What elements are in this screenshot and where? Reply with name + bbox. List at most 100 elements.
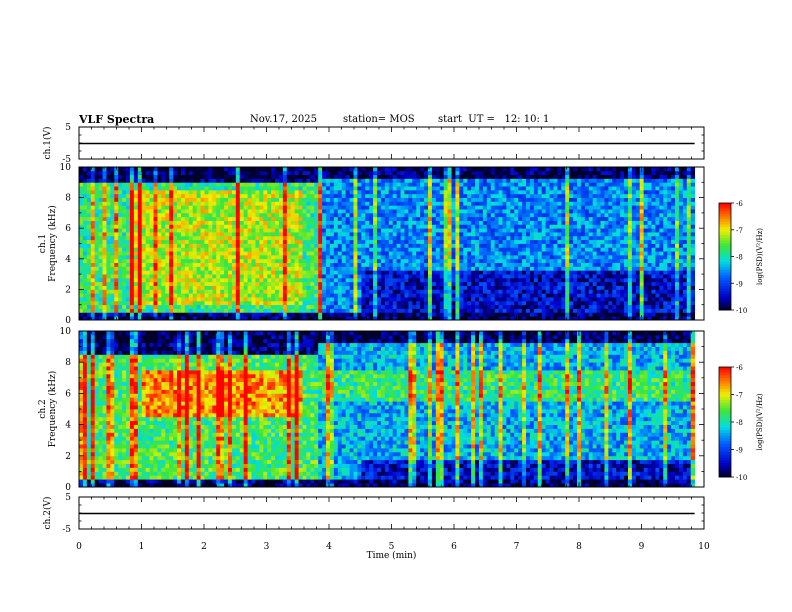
spectrogram-cell [478, 174, 484, 179]
spectrogram-cell [467, 228, 472, 233]
spectrogram-cell [129, 247, 135, 252]
spectrogram-ch1-spectrogram [79, 167, 704, 321]
spectrogram-cell [90, 239, 96, 244]
spectrogram-cell [145, 186, 150, 191]
spectrogram-cell [314, 216, 319, 221]
spectrogram-cell [177, 209, 182, 214]
spectrogram-cell [424, 266, 429, 271]
spectrogram-cell [533, 293, 539, 298]
spectrogram-cell [388, 258, 394, 264]
spectrogram-cell [228, 167, 233, 172]
spectrogram-cell [192, 209, 198, 214]
spectrogram-cell [86, 254, 92, 260]
spectrogram-cell [431, 277, 437, 283]
spectrogram-cell [369, 224, 374, 229]
spectrogram-cell [282, 312, 288, 317]
spectrogram-cell [235, 297, 241, 302]
spectrogram-cell [180, 289, 186, 294]
spectrogram-cell [153, 251, 158, 256]
spectrogram-cell [318, 243, 323, 248]
spectrogram-cell [180, 212, 186, 218]
spectrogram-cell [420, 232, 425, 237]
spectrogram-cell [114, 220, 119, 225]
spectrogram-cell [396, 293, 401, 298]
spectrogram-cell [212, 205, 217, 210]
spectrogram-cell [404, 308, 409, 313]
spectrogram-cell [365, 304, 370, 309]
spectrogram-cell [82, 297, 88, 302]
spectrogram-cell [220, 178, 225, 183]
spectrogram-cell [467, 174, 472, 179]
spectrogram-cell [510, 193, 515, 198]
spectrogram-cell [498, 285, 503, 290]
spectrogram-cell [463, 174, 468, 179]
spectrogram-cell [424, 258, 429, 264]
spectrogram-cell [373, 209, 378, 214]
spectrogram-cell [424, 285, 429, 290]
spectrogram-cell [247, 243, 252, 248]
spectrogram-cell [94, 170, 100, 176]
spectrogram-cell [471, 277, 476, 283]
spectrogram-cell [224, 220, 229, 225]
spectrogram-cell [79, 285, 84, 290]
spectrogram-cell [506, 270, 511, 275]
spectrogram-cell [478, 167, 484, 172]
spectrogram-cell [263, 243, 268, 248]
spectrogram-cell [486, 247, 492, 252]
spectrogram-cell [110, 304, 115, 309]
spectrogram-cell [200, 197, 205, 202]
spectrogram-cell [177, 216, 182, 221]
spectrogram-cell [153, 228, 158, 233]
spectrogram-cell [204, 170, 209, 176]
spectrogram-cell [471, 312, 476, 317]
spectrogram-cell [271, 254, 276, 260]
spectrogram-cell [471, 174, 476, 179]
spectrogram-cell [439, 274, 445, 279]
spectrogram-cell [388, 186, 394, 191]
spectrogram-cell [118, 285, 123, 290]
spectrogram-cell [255, 193, 260, 198]
spectrogram-cell [306, 167, 311, 172]
spectrogram-cell [404, 293, 409, 298]
spectrogram-cell [243, 254, 249, 260]
spectrogram-cell [388, 170, 394, 176]
spectrogram-cell [114, 289, 119, 294]
spectrogram-cell [333, 297, 339, 302]
spectrogram-cell [314, 186, 319, 191]
spectrogram-cell [373, 251, 378, 256]
spectrogram-cell [282, 300, 288, 306]
spectrogram-cell [286, 205, 292, 210]
spectrogram-cell [377, 216, 382, 221]
spectrogram-cell [494, 300, 499, 306]
spectrogram-cell [412, 212, 417, 218]
spectrogram-cell [314, 293, 319, 298]
spectrogram-cell [533, 254, 539, 260]
spectrogram-cell [377, 254, 382, 260]
spectrogram-cell [259, 178, 264, 183]
spectrogram-cell [294, 262, 299, 267]
spectrogram-cell [208, 266, 213, 271]
spectrogram-cell [373, 285, 378, 290]
spectrogram-cell [486, 170, 492, 176]
spectrogram-cell [169, 247, 174, 252]
spectrogram-cell [90, 293, 96, 298]
spectrogram-cell [251, 289, 256, 294]
spectrogram-cell [106, 235, 111, 241]
spectrogram-cell [278, 258, 284, 264]
spectrogram-cell [153, 193, 158, 198]
spectrogram-cell [506, 239, 511, 244]
spectrogram-cell [145, 182, 150, 187]
spectrogram-cell [141, 189, 147, 195]
spectrogram-cell [365, 293, 370, 298]
spectrogram-cell [263, 254, 268, 260]
spectrogram-cell [329, 197, 335, 202]
spectrogram-cell [79, 201, 84, 206]
spectrogram-cell [541, 258, 547, 264]
spectrogram-cell [427, 285, 433, 290]
spectrogram-cell [431, 304, 437, 309]
spectrogram-cell [447, 281, 452, 286]
spectrogram-cell [537, 312, 543, 317]
spectrogram-cell [349, 312, 354, 317]
spectrogram-cell [180, 178, 186, 183]
spectrogram-cell [126, 316, 131, 321]
